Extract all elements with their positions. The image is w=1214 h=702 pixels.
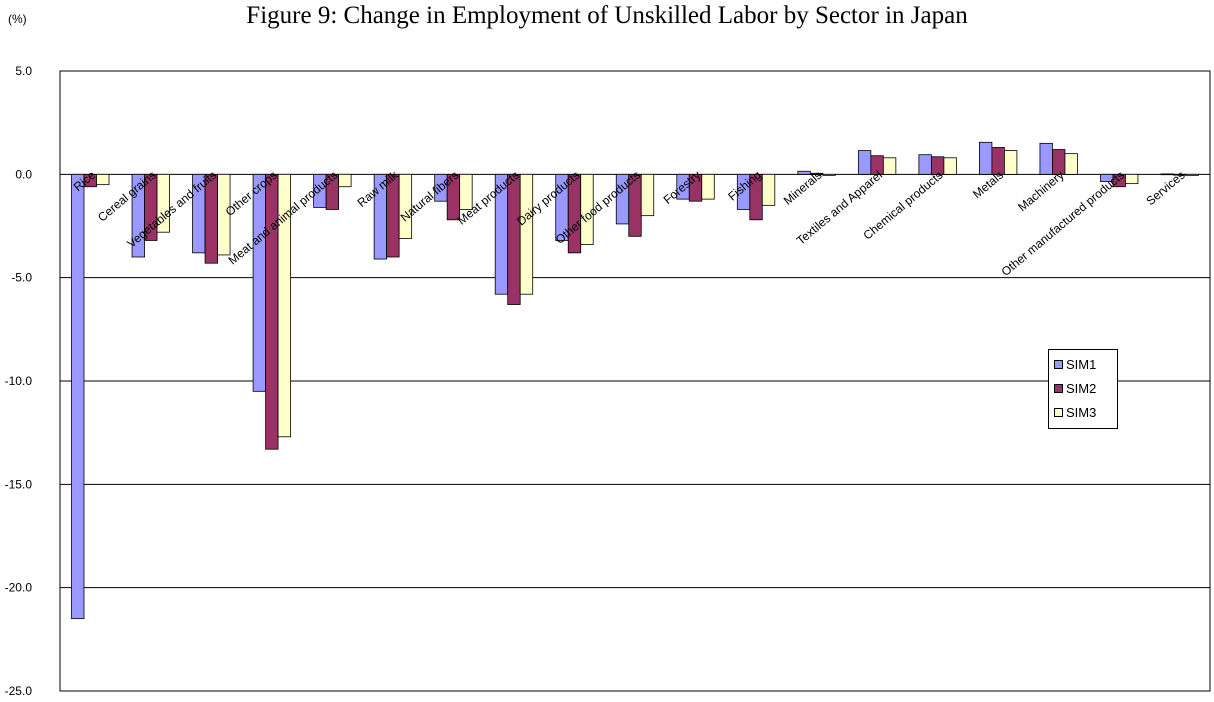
legend-label-sim3: SIM3 [1066, 404, 1097, 420]
y-tick-label: -5.0 [11, 271, 32, 285]
y-tick-label: 5.0 [15, 64, 32, 78]
y-tick-label: -25.0 [5, 684, 33, 698]
bar-sim2-7 [507, 173, 521, 305]
bar-sim3-6 [459, 173, 473, 210]
bar-sim3-11 [761, 173, 776, 206]
plot-area-border [59, 70, 1211, 692]
bar-sim3-0 [96, 173, 110, 186]
y-tick-label: -10.0 [5, 374, 33, 388]
legend-swatch-sim1 [1054, 359, 1063, 369]
y-axis-unit-label: (%) [8, 12, 27, 26]
bar-sim3-9 [640, 173, 655, 217]
legend: SIM1 SIM2 SIM3 [1048, 349, 1118, 429]
bar-sim3-7 [519, 173, 534, 295]
bar-sim3-8 [580, 173, 594, 245]
bar-sim3-3 [277, 173, 291, 438]
bar-sim3-18 [1185, 173, 1199, 176]
bar-sim2-4 [325, 173, 340, 210]
bars [71, 141, 1199, 620]
y-tick-label: -20.0 [5, 581, 33, 595]
bar-sim3-2 [217, 173, 231, 256]
category-label: Other manufactured products [999, 168, 1128, 279]
legend-label-sim1: SIM1 [1066, 356, 1097, 372]
legend-label-sim2: SIM2 [1066, 380, 1097, 396]
bar-sim3-4 [338, 173, 352, 188]
bar-sim1-3 [252, 173, 266, 392]
legend-swatch-sim3 [1054, 407, 1063, 417]
legend-item-sim2: SIM2 [1054, 376, 1117, 400]
y-tick-label: 0.0 [15, 167, 32, 181]
bar-sim1-12 [797, 170, 811, 175]
bar-sim1-15 [979, 141, 993, 175]
bar-sim3-15 [1004, 150, 1018, 175]
bar-sim1-16 [1039, 142, 1053, 175]
bar-sim3-17 [1125, 173, 1139, 185]
legend-item-sim3: SIM3 [1054, 400, 1117, 424]
bar-sim2-12 [809, 172, 824, 175]
bar-sim3-16 [1064, 153, 1078, 175]
legend-item-sim1: SIM1 [1054, 352, 1117, 376]
bar-sim3-13 [882, 157, 897, 175]
gridlines [60, 70, 1210, 692]
y-tick-label: -15.0 [5, 477, 33, 491]
bar-sim3-12 [822, 173, 836, 176]
bar-sim3-1 [156, 173, 170, 233]
chart-title: Figure 9: Change in Employment of Unskil… [246, 2, 968, 29]
bar-sim3-14 [943, 157, 957, 175]
bar-sim1-14 [918, 154, 932, 175]
bar-sim1-0 [71, 173, 85, 620]
legend-swatch-sim2 [1054, 383, 1063, 393]
bar-sim1-13 [857, 150, 872, 175]
bar-sim3-5 [398, 173, 413, 239]
category-label: Machinery [1015, 168, 1066, 214]
axes [59, 70, 1211, 692]
bar-sim3-10 [701, 173, 715, 200]
y-tick-labels: 5.0 0.0 -5.0 -10.0 -15.0 -20.0 -25.0 [5, 64, 33, 698]
